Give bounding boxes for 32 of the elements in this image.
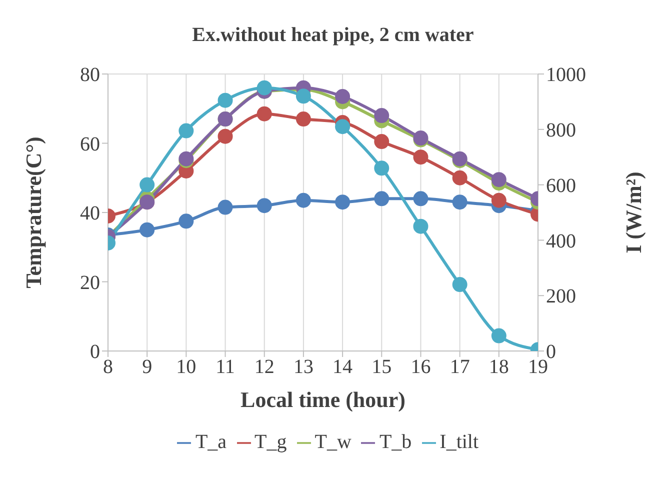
y2-tick-label: 1000 <box>546 64 586 86</box>
x-tick-label: 12 <box>254 356 274 378</box>
y-axis-title: Temprature(C°) <box>20 136 46 288</box>
x-tick-label: 10 <box>176 356 196 378</box>
y2-tick-label: 200 <box>546 286 576 308</box>
y-tick-label: 40 <box>80 202 100 225</box>
y2-tick-label: 800 <box>546 120 576 142</box>
x-tick-label: 8 <box>103 356 113 378</box>
y2-tick-label: 0 <box>546 341 556 364</box>
x-axis-title: Local time (hour) <box>240 387 406 412</box>
legend-label: T_b <box>379 431 412 453</box>
x-tick-label: 19 <box>528 356 548 378</box>
y-tick-label: 60 <box>80 133 100 156</box>
x-tick-label: 13 <box>293 356 314 378</box>
y-tick-label: 80 <box>80 64 100 86</box>
x-tick-label: 9 <box>142 356 152 378</box>
chart-title: Ex.without heat pipe, 2 cm water <box>191 23 475 48</box>
y2-tick-label: 600 <box>546 174 576 197</box>
legend-label: I_tilt <box>440 431 479 453</box>
x-tick-label: 16 <box>410 356 431 378</box>
y2-axis-title: I (W/m²) <box>620 172 646 254</box>
x-tick-label: 17 <box>450 356 470 378</box>
y-tick-label: 0 <box>90 341 100 364</box>
x-tick-label: 11 <box>216 356 235 378</box>
y2-tick-label: 400 <box>546 230 576 252</box>
y-tick-label: 20 <box>80 272 100 294</box>
x-tick-label: 18 <box>488 356 509 378</box>
x-tick-label: 15 <box>372 356 392 378</box>
x-tick-label: 14 <box>332 356 353 378</box>
legend-label: T_g <box>254 431 287 453</box>
legend-label: T_w <box>314 431 352 453</box>
legend-label: T_a <box>195 431 227 453</box>
